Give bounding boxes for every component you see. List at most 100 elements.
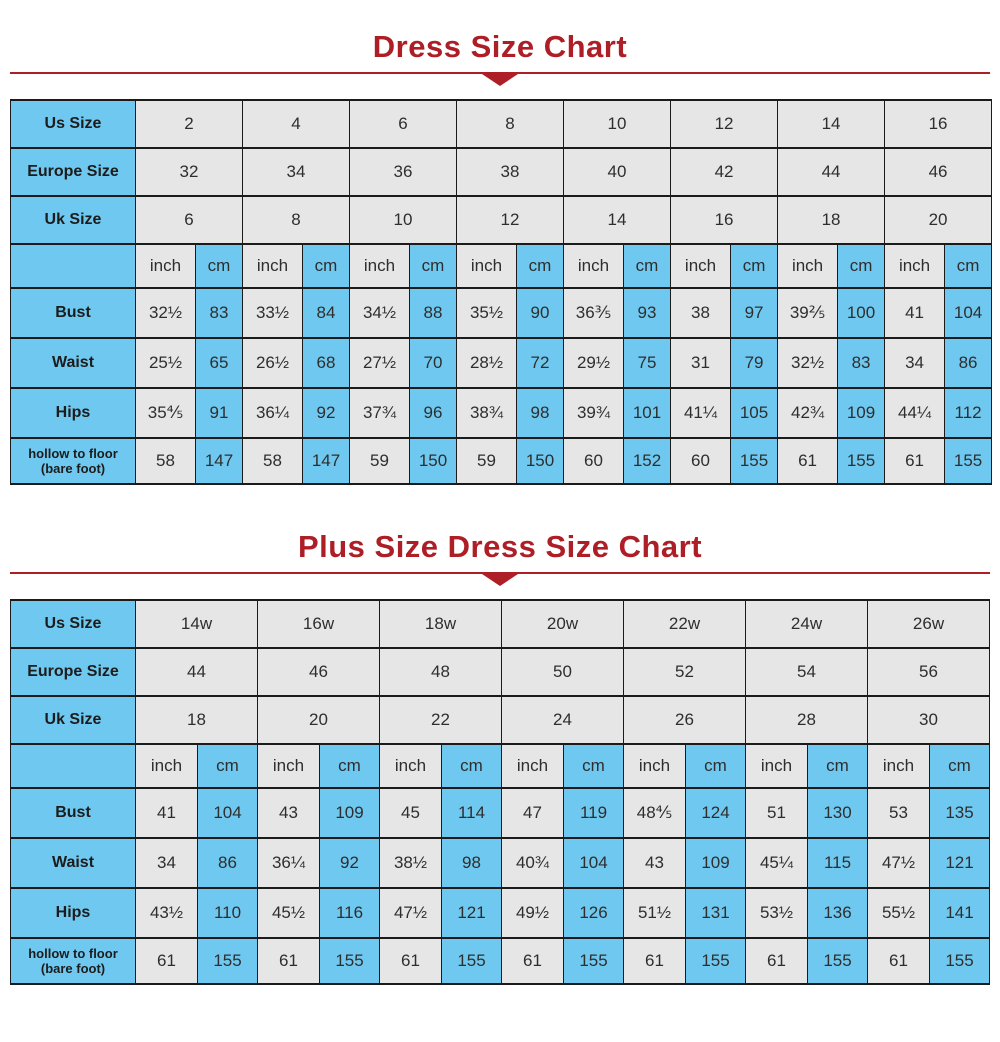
- row-label-line1: Hips: [55, 904, 91, 922]
- size-cell: 18: [777, 195, 886, 246]
- cm-value-cell: 100: [837, 287, 886, 340]
- inch-value-cell: 33½: [242, 287, 303, 340]
- unit-inch-cell: inch: [501, 743, 564, 790]
- row-label-line1: Bust: [55, 804, 91, 822]
- unit-inch-cell: inch: [135, 743, 198, 790]
- inch-value-cell: 51: [745, 787, 808, 840]
- size-cell: 8: [456, 99, 564, 150]
- inch-value-cell: 38: [670, 287, 732, 340]
- inch-value-cell: 44¼: [884, 387, 946, 440]
- unit-inch-cell: inch: [777, 243, 839, 290]
- size-cell: 12: [670, 99, 779, 150]
- cm-value-cell: 109: [319, 787, 380, 840]
- unit-inch-cell: inch: [563, 243, 624, 290]
- plus-size-chart-table: Us Size 14w 16w 18w 20w 22w 24w 26w Europe Size 4…: [10, 599, 990, 986]
- size-cell: 54: [745, 647, 868, 698]
- cm-value-cell: 136: [807, 887, 868, 940]
- inch-value-cell: 36¼: [257, 837, 320, 890]
- unit-cm-cell: cm: [807, 743, 868, 790]
- unit-cm-cell: cm: [409, 243, 457, 290]
- inch-value-cell: 45¼: [745, 837, 808, 890]
- measure-row: Waist 25½ 65 26½ 68 27½ 70 28½ 72 29½ 75 31 79 32½ 83 3…: [10, 337, 993, 390]
- unit-cm-cell: cm: [563, 743, 624, 790]
- cm-value-cell: 121: [441, 887, 502, 940]
- cm-value-cell: 92: [319, 837, 380, 890]
- size-cell: 18w: [379, 599, 502, 650]
- inch-value-cell: 61: [867, 937, 930, 986]
- size-cell: 46: [257, 647, 380, 698]
- size-cell: 24w: [745, 599, 868, 650]
- unit-cm-cell: cm: [319, 743, 380, 790]
- inch-value-cell: 38½: [379, 837, 442, 890]
- inch-value-cell: 29½: [563, 337, 624, 390]
- row-label: Europe Size: [10, 147, 136, 198]
- size-cell: 22: [379, 695, 502, 746]
- unit-inch-cell: inch: [242, 243, 303, 290]
- cm-value-cell: 155: [929, 937, 990, 986]
- inch-value-cell: 36¼: [242, 387, 303, 440]
- down-arrow-icon: [482, 574, 518, 587]
- row-label-line2: (bare foot): [40, 461, 106, 477]
- size-cell: 48: [379, 647, 502, 698]
- cm-value-cell: 72: [516, 337, 564, 390]
- unit-inch-cell: inch: [884, 243, 946, 290]
- size-cell: 20: [257, 695, 380, 746]
- cm-value-cell: 141: [929, 887, 990, 940]
- unit-cm-cell: cm: [929, 743, 990, 790]
- cm-value-cell: 147: [302, 437, 350, 486]
- inch-value-cell: 59: [349, 437, 410, 486]
- size-cell: 16: [670, 195, 779, 246]
- inch-value-cell: 35½: [456, 287, 517, 340]
- inch-value-cell: 27½: [349, 337, 410, 390]
- inch-value-cell: 34½: [349, 287, 410, 340]
- cm-value-cell: 116: [319, 887, 380, 940]
- inch-value-cell: 45½: [257, 887, 320, 940]
- measure-row: Bust 41 104 43 109 45 114 47 119 48⅘ 124 51 130 53 135: [10, 787, 990, 840]
- cm-value-cell: 155: [837, 437, 886, 486]
- cm-value-cell: 93: [622, 287, 672, 340]
- inch-value-cell: 58: [135, 437, 196, 486]
- inch-value-cell: 61: [501, 937, 564, 986]
- size-row: Us Size 2 4 6 8 10 12 14 16: [10, 99, 993, 150]
- cm-value-cell: 112: [944, 387, 993, 440]
- size-cell: 22w: [623, 599, 746, 650]
- cm-value-cell: 91: [195, 387, 243, 440]
- size-cell: 20: [884, 195, 993, 246]
- size-row: Europe Size 44 46 48 50 52 54 56: [10, 647, 990, 698]
- cm-value-cell: 114: [441, 787, 502, 840]
- inch-value-cell: 39¾: [563, 387, 624, 440]
- cm-value-cell: 83: [837, 337, 886, 390]
- unit-inch-cell: inch: [623, 743, 686, 790]
- inch-value-cell: 49½: [501, 887, 564, 940]
- row-label: Us Size: [10, 599, 136, 650]
- size-cell: 20w: [501, 599, 624, 650]
- cm-value-cell: 104: [944, 287, 993, 340]
- unit-inch-cell: inch: [745, 743, 808, 790]
- size-cell: 36: [349, 147, 457, 198]
- inch-value-cell: 42¾: [777, 387, 839, 440]
- row-label: Bust: [10, 787, 136, 840]
- inch-value-cell: 48⅘: [623, 787, 686, 840]
- plus-size-chart-section: Plus Size Dress Size Chart Us Size 14w 16w…: [0, 485, 1000, 986]
- cm-value-cell: 147: [195, 437, 243, 486]
- cm-value-cell: 90: [516, 287, 564, 340]
- size-cell: 12: [456, 195, 564, 246]
- cm-value-cell: 124: [685, 787, 746, 840]
- size-cell: 32: [135, 147, 243, 198]
- size-cell: 44: [777, 147, 886, 198]
- unit-cm-cell: cm: [730, 243, 779, 290]
- size-cell: 10: [562, 99, 672, 150]
- cm-value-cell: 126: [563, 887, 624, 940]
- size-cell: 30: [867, 695, 990, 746]
- units-row: inch cm inch cm inch cm inch cm inch cm inch cm inch…: [10, 743, 990, 790]
- inch-value-cell: 41: [135, 787, 198, 840]
- inch-value-cell: 59: [456, 437, 517, 486]
- down-arrow-icon: [482, 74, 518, 87]
- row-label-line1: hollow to floor: [28, 445, 118, 461]
- size-cell: 14w: [135, 599, 258, 650]
- measure-row: Hips 43½ 110 45½ 116 47½ 121 49½ 126 51½ 131 53½ 136…: [10, 887, 990, 940]
- cm-value-cell: 97: [730, 287, 779, 340]
- size-cell: 44: [135, 647, 258, 698]
- cm-value-cell: 109: [837, 387, 886, 440]
- size-chart-table: Us Size 2 4 6 8 10 12 14 16 Europe Size 32 34 36 38 40…: [10, 99, 993, 486]
